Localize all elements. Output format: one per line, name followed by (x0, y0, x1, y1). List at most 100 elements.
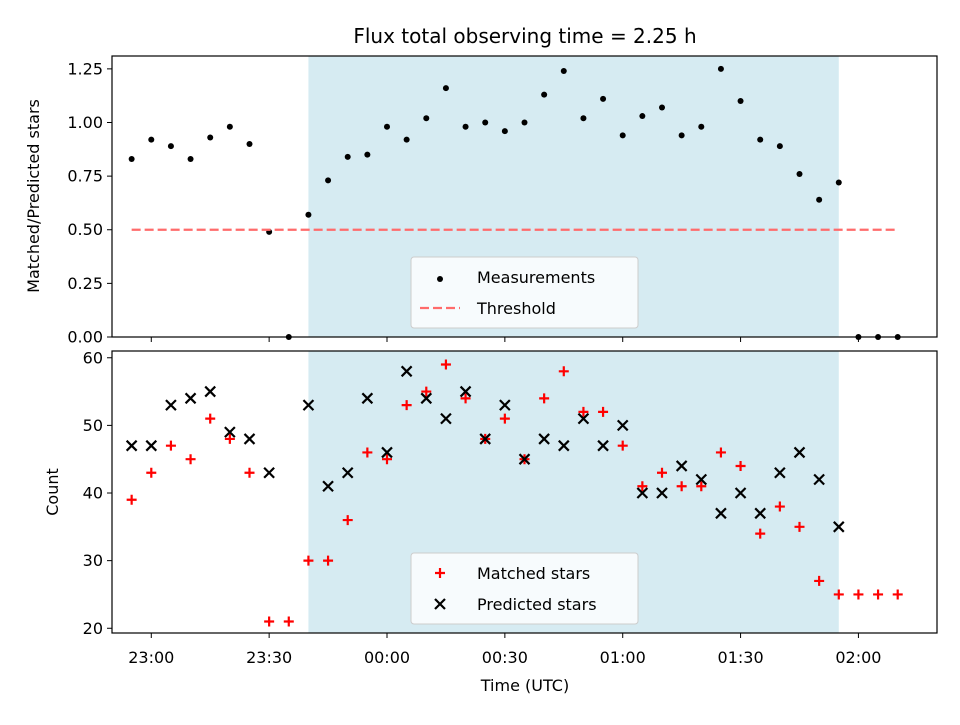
data-point (616, 419, 629, 432)
data-point (205, 413, 216, 424)
data-point (735, 460, 746, 471)
data-point (246, 140, 253, 147)
data-point (518, 453, 531, 465)
data-point (459, 385, 472, 398)
y-tick-label: 50 (83, 416, 103, 435)
legend-box (410, 256, 639, 329)
data-point (403, 136, 410, 143)
data-point (796, 170, 803, 177)
data-point (499, 399, 511, 411)
data-point (578, 406, 589, 417)
data-point (636, 487, 649, 499)
data-point (244, 467, 255, 478)
x-tick-label: 00:00 (364, 648, 410, 667)
y-tick-label: 1.00 (67, 113, 103, 132)
panel-bottom: 20 30 40 50 60 23:00 23:30 00:00 00:30 01:00 01:30… (83, 348, 938, 667)
data-point (816, 196, 823, 203)
data-point (226, 123, 233, 130)
data-point (462, 123, 469, 130)
x-tick-label: 00:30 (482, 648, 528, 667)
legend-swatch (434, 598, 446, 610)
data-point (440, 359, 451, 370)
x-axis-label: Time (UTC) (480, 676, 569, 695)
data-point (734, 487, 747, 499)
data-point (558, 366, 569, 377)
data-point (323, 555, 334, 566)
data-point (423, 115, 430, 122)
data-point (125, 439, 138, 452)
chart-title: Flux total observing time = 2.25 h (353, 24, 696, 48)
y-tick-label: 0.50 (67, 220, 103, 239)
data-point (146, 467, 157, 478)
data-point (460, 393, 471, 404)
data-point (657, 467, 667, 478)
data-point (873, 589, 884, 600)
data-point (696, 481, 707, 492)
data-point (833, 521, 845, 533)
data-point (184, 392, 197, 405)
data-point (853, 589, 864, 600)
y-tick-label: 1.25 (67, 59, 103, 78)
data-point (479, 433, 491, 445)
data-point (305, 211, 312, 218)
data-point (303, 555, 314, 566)
data-point (263, 466, 275, 479)
y-tick-label: 0.00 (67, 328, 103, 347)
legend: Measurements Threshold (410, 256, 639, 329)
data-point (382, 454, 392, 465)
data-point (204, 385, 216, 398)
data-point (401, 400, 412, 411)
data-point (243, 433, 256, 445)
data-point (341, 466, 354, 479)
data-point (617, 440, 628, 451)
x-tick-label: 01:00 (600, 648, 646, 667)
data-point (167, 143, 174, 150)
data-point (717, 65, 724, 72)
data-point (440, 412, 452, 425)
x-tick-label: 23:00 (128, 648, 174, 667)
data-point (577, 412, 590, 425)
data-point (754, 507, 766, 520)
data-point (774, 501, 785, 512)
data-point (698, 123, 705, 130)
plot-frame (111, 55, 938, 338)
data-point (558, 439, 570, 452)
data-point (678, 132, 685, 139)
data-point (639, 113, 646, 120)
data-point (676, 481, 687, 492)
data-point (165, 399, 177, 411)
data-point (207, 134, 214, 141)
data-point (128, 155, 135, 162)
data-point (774, 466, 786, 479)
data-point (737, 98, 744, 105)
data-point (656, 487, 668, 499)
data-point (400, 365, 413, 378)
legend: Matched stars Predicted stars (410, 552, 639, 625)
y-tick-label: 0.25 (67, 274, 103, 293)
legend-label: Threshold (476, 299, 556, 318)
data-point (619, 132, 626, 139)
series-matched-stars (126, 359, 903, 627)
data-point (384, 123, 390, 130)
x-tick-label: 01:30 (718, 648, 764, 667)
data-point (560, 68, 567, 75)
y-tick-label: 20 (83, 619, 103, 638)
data-point (835, 179, 842, 186)
data-point (755, 528, 766, 539)
data-point (499, 413, 510, 424)
data-point (598, 406, 609, 417)
y-tick-label: 30 (83, 551, 103, 570)
data-point (715, 447, 726, 458)
data-point (145, 439, 158, 452)
data-point (695, 473, 708, 486)
data-point (283, 616, 294, 627)
y-tick-label: 60 (83, 348, 103, 367)
data-point (302, 399, 315, 411)
legend-label: Predicted stars (477, 595, 597, 614)
data-point (757, 136, 764, 143)
legend-box (410, 552, 639, 625)
data-point (361, 392, 374, 405)
data-point (833, 589, 844, 600)
